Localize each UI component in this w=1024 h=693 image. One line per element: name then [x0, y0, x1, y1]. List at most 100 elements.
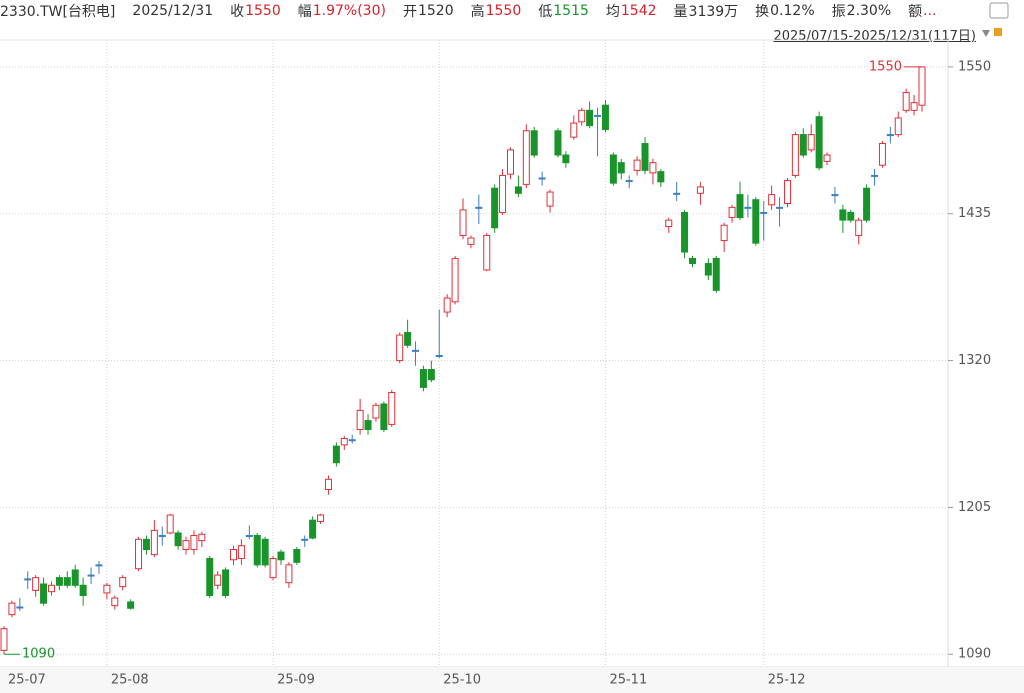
- candle-body: [182, 540, 190, 551]
- candle-body: [855, 219, 863, 236]
- candle-body: [253, 534, 261, 566]
- candle-body: [586, 109, 594, 127]
- candle-body: [831, 194, 839, 197]
- candle-body: [483, 234, 491, 271]
- candle-body: [720, 224, 728, 242]
- y-tick-label: 1320: [958, 353, 991, 368]
- candle-body: [32, 577, 40, 591]
- icon[interactable]: [989, 2, 1009, 19]
- candle-body: [190, 534, 198, 551]
- field-value: ...: [923, 3, 937, 19]
- candle-body: [799, 134, 807, 156]
- field-label: 振: [831, 4, 846, 20]
- candle-body: [317, 514, 325, 522]
- candle-body: [665, 219, 673, 228]
- candle-body: [475, 206, 483, 209]
- candle-body: [16, 606, 24, 609]
- candle-body: [127, 601, 135, 609]
- candle-body: [380, 403, 388, 431]
- candle-body: [230, 549, 237, 561]
- candle-body: [8, 602, 16, 616]
- candle-body: [309, 519, 317, 539]
- candle-body: [0, 628, 8, 651]
- candle-body: [24, 578, 32, 581]
- field-label: 收: [230, 4, 245, 20]
- field-value: 2.30%: [846, 3, 892, 19]
- candle-body: [158, 534, 166, 537]
- candle-body: [111, 597, 119, 607]
- candle-body: [435, 354, 443, 357]
- dropdown-icon[interactable]: [982, 30, 990, 37]
- candle-body: [546, 191, 554, 207]
- y-tick-label: 1550: [958, 59, 991, 74]
- candle-body: [807, 134, 815, 151]
- candle-body: [443, 297, 451, 313]
- candle-body: [419, 369, 427, 388]
- candle-body: [783, 180, 791, 205]
- x-tick-label: 25-09: [277, 673, 315, 688]
- candle-body: [237, 545, 245, 559]
- candle-body: [681, 211, 689, 253]
- candle-body: [396, 334, 404, 362]
- candle-body: [791, 134, 799, 176]
- candle-body: [649, 162, 657, 174]
- x-tick-label: 25-12: [768, 673, 806, 688]
- candle-body: [332, 445, 340, 464]
- candle-body: [63, 577, 71, 586]
- field-label: 换: [755, 4, 770, 20]
- candle-body: [388, 391, 396, 425]
- candle-body: [570, 122, 578, 138]
- candle-body: [40, 583, 48, 604]
- candle-body: [625, 180, 633, 183]
- candle-body: [641, 143, 649, 171]
- candle-body: [87, 574, 95, 577]
- field-label: 开: [402, 4, 417, 20]
- field-value: 1520: [417, 3, 454, 19]
- lock-icon[interactable]: [994, 28, 1002, 36]
- candle-body: [514, 186, 522, 194]
- x-tick-label: 25-07: [8, 673, 46, 688]
- candle-body: [633, 159, 641, 171]
- candle-body: [815, 116, 823, 169]
- candle-body: [467, 237, 475, 245]
- x-axis-band: [0, 667, 1024, 693]
- candle-body: [910, 102, 918, 111]
- candle-body: [609, 154, 617, 184]
- candle-body: [451, 257, 459, 303]
- candle-body: [293, 549, 301, 563]
- candle-body: [657, 171, 665, 183]
- candle-body: [847, 211, 855, 221]
- candle-body: [459, 209, 467, 236]
- candle-body: [894, 117, 902, 136]
- candle-body: [269, 557, 277, 579]
- candle-body: [744, 206, 752, 209]
- field-label: 均: [605, 4, 620, 20]
- candle-body: [522, 130, 530, 185]
- candle-body: [760, 211, 768, 214]
- candle-body: [166, 514, 174, 534]
- candle-body: [142, 538, 150, 551]
- candle-body: [222, 569, 230, 597]
- y-tick-label: 1090: [958, 647, 991, 662]
- field-value: 1515: [553, 3, 589, 19]
- candle-body: [554, 130, 562, 156]
- field-value: 1550: [485, 3, 522, 19]
- candle-body: [206, 557, 214, 597]
- min-label: 1090: [22, 647, 55, 662]
- candle-body: [245, 534, 253, 537]
- candle-body: [871, 174, 879, 177]
- field-value: 0.12%: [770, 3, 815, 19]
- field-label: 低: [538, 4, 553, 20]
- y-tick-label: 1205: [958, 500, 991, 515]
- x-tick-label: 25-11: [609, 673, 647, 688]
- candle-body: [776, 206, 784, 209]
- candle-body: [578, 109, 586, 123]
- candle-body: [340, 437, 348, 446]
- candle-body: [47, 584, 55, 593]
- candle-body: [506, 149, 514, 175]
- field-label: 高: [470, 4, 485, 20]
- candle-body: [594, 114, 602, 117]
- candle-body: [95, 564, 103, 567]
